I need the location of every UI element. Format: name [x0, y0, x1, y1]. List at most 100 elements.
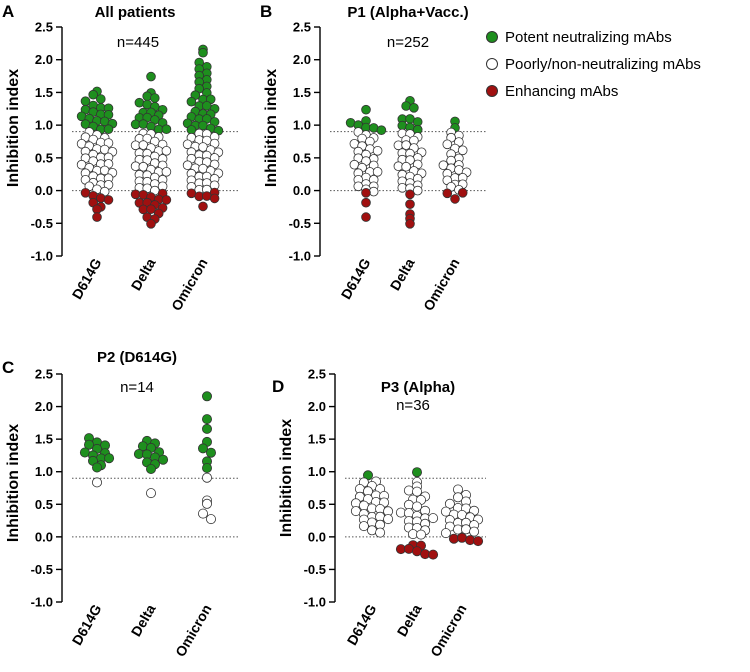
panel-c-point-potent — [201, 423, 212, 434]
panel-b-ytick-label: 1.5 — [293, 85, 311, 100]
panel-d-ytick-label: 2.5 — [308, 367, 326, 382]
panel-a-ytick-label: 2.5 — [35, 20, 53, 35]
panel-a-title: All patients — [95, 4, 176, 21]
panel-b-ytick-label: 1.0 — [293, 118, 311, 133]
panel-c-ytick-label: 2.0 — [35, 399, 53, 414]
panel-b-point-poor — [401, 161, 411, 172]
panel-c-title: P2 (D614G) — [97, 349, 177, 366]
panel-a-point-enhancing — [92, 204, 102, 215]
panel-c-ytick-label: 0.0 — [35, 529, 53, 544]
panel-d-ytick-label: -1.0 — [304, 595, 326, 610]
panel-b-point-potent — [361, 104, 371, 115]
panel-a-point-enhancing — [209, 193, 220, 204]
panel-b-point-enhancing — [361, 212, 371, 222]
panel-a-point-poor — [161, 146, 172, 156]
legend-label-enhancing: Enhancing mAbs — [505, 83, 618, 100]
panel-b-ytick-label: 2.0 — [293, 52, 311, 67]
panel-c-ylabel: Inhibition index — [5, 424, 22, 542]
panel-d-point-poor — [358, 521, 369, 532]
panel-b-category-label: Omicron — [420, 256, 463, 314]
panel-c-category-label: Omicron — [172, 602, 215, 660]
panel-b-ytick-label: 0.5 — [293, 150, 311, 165]
panel-c-point-poor — [197, 508, 208, 519]
panel-b-point-poor — [372, 146, 383, 156]
panel-d-ytick-label: -0.5 — [304, 562, 326, 577]
panel-c-point-potent — [201, 462, 212, 473]
panel-d-category-label: D614G — [344, 601, 380, 648]
panel-d-category-label: Delta — [394, 601, 425, 639]
panel-b-point-enhancing — [442, 188, 453, 199]
panel-b-point-enhancing — [405, 199, 415, 210]
panel-c-point-potent — [145, 463, 156, 474]
panel-a-ytick-label: 0.0 — [35, 183, 53, 198]
panel-a-point-potent — [186, 96, 197, 107]
panel-a-point-potent — [146, 71, 156, 82]
panel-b-point-enhancing — [450, 194, 460, 204]
panel-a-n-label: n=445 — [117, 34, 159, 51]
panel-a-point-poor — [161, 167, 172, 177]
legend-marker-potent — [486, 31, 498, 43]
panel-c-n-label: n=14 — [120, 379, 154, 396]
panel-b-point-enhancing — [405, 189, 415, 200]
panel-a-point-potent — [96, 94, 106, 104]
panel-d-title: P3 (Alpha) — [381, 379, 455, 396]
panel-b-point-enhancing — [361, 188, 371, 198]
panel-letter-c: C — [2, 358, 14, 377]
panel-a-ytick-label: 2.0 — [35, 52, 53, 67]
panel-a: A All patients n=445 Inhibition index 2.… — [2, 2, 238, 313]
panel-letter-d: D — [272, 377, 284, 396]
panel-a-category-label: Delta — [128, 255, 159, 293]
panel-letter-a: A — [2, 2, 14, 21]
panel-a-point-potent — [134, 97, 145, 108]
panel-c: C P2 (D614G) n=14 Inhibition index 2.5 2.… — [2, 349, 238, 659]
panel-d-n-label: n=36 — [396, 397, 430, 414]
panel-d-point-poor — [444, 498, 455, 509]
panel-a-ytick-label: -0.5 — [31, 216, 53, 231]
panel-c-ytick-label: -0.5 — [31, 562, 53, 577]
panel-b: B P1 (Alpha+Vacc.) n=252 Inhibition inde… — [260, 2, 486, 313]
legend-item-potent: Potent neutralizing mAbs — [486, 29, 672, 46]
panel-b-point-potent — [409, 103, 419, 113]
panel-a-point-enhancing — [198, 201, 208, 212]
panel-d-point-poor — [469, 526, 480, 537]
panel-d-point-poor — [452, 492, 463, 503]
panel-d-ylabel: Inhibition index — [278, 419, 295, 537]
panel-b-point-poor — [412, 185, 423, 196]
panel-b-point-poor — [457, 145, 468, 156]
panel-b-ytick-label: -1.0 — [289, 249, 311, 264]
panel-b-point-enhancing — [405, 219, 415, 229]
panel-a-point-potent — [198, 47, 208, 58]
panel-d-point-enhancing — [428, 549, 439, 560]
panel-a-ytick-label: 1.0 — [35, 118, 53, 133]
panel-c-point-poor — [201, 498, 212, 509]
panel-b-n-label: n=252 — [387, 34, 429, 51]
panel-d: D P3 (Alpha) n=36 Inhibition index 2.5 2.… — [272, 367, 486, 660]
panel-d-point-poor — [440, 528, 451, 539]
panel-a-category-label: Omicron — [168, 256, 211, 314]
panel-d-point-enhancing — [473, 536, 484, 547]
panel-c-point-potent — [92, 462, 103, 473]
panel-d-category-label: Omicron — [427, 602, 470, 660]
panel-a-point-potent — [88, 89, 98, 100]
panel-b-ytick-label: 0.0 — [293, 183, 311, 198]
panel-d-point-poor — [411, 486, 422, 497]
legend: Potent neutralizing mAbs Poorly/non-neut… — [486, 29, 701, 100]
panel-d-ytick-label: 1.0 — [308, 464, 326, 479]
legend-label-poor: Poorly/non-neutralizing mAbs — [505, 56, 701, 73]
panel-b-category-label: D614G — [338, 255, 374, 302]
panel-b-ytick-label: 2.5 — [293, 20, 311, 35]
panel-c-point-potent — [84, 439, 95, 450]
panel-b-point-poor — [442, 139, 453, 150]
legend-label-potent: Potent neutralizing mAbs — [505, 29, 672, 46]
panel-c-category-label: Delta — [128, 601, 159, 639]
panel-a-ytick-label: -1.0 — [31, 249, 53, 264]
panel-d-point-poor — [403, 499, 414, 510]
panel-c-ytick-label: 0.5 — [35, 497, 53, 512]
panel-b-point-poor — [372, 167, 383, 177]
panel-d-point-potent — [411, 467, 422, 478]
panel-c-ytick-label: -1.0 — [31, 595, 53, 610]
panel-a-category-label: D614G — [69, 255, 105, 302]
panel-a-point-enhancing — [103, 195, 114, 205]
panel-d-point-poor — [428, 513, 439, 524]
